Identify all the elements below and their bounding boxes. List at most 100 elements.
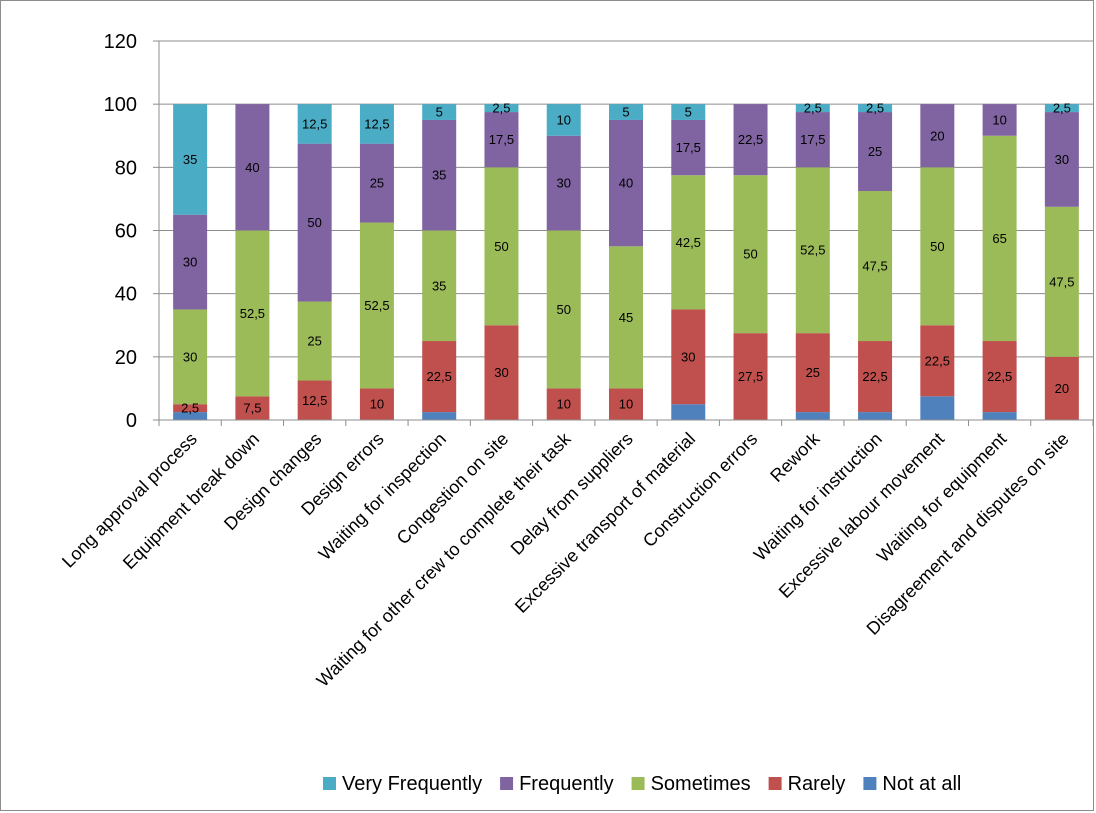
data-label: 45 bbox=[619, 310, 633, 325]
data-label: 30 bbox=[183, 349, 197, 364]
legend: Very Frequently Frequently Sometimes Rarely… bbox=[323, 773, 961, 795]
bar-segment-very-frequently bbox=[671, 104, 706, 120]
data-label: 17,5 bbox=[800, 132, 825, 147]
bar-segment-sometimes bbox=[609, 246, 643, 389]
data-label: 42,5 bbox=[676, 235, 701, 250]
data-label: 22,5 bbox=[925, 353, 950, 368]
bar-segment-not-at-all bbox=[982, 412, 1017, 420]
bar-segment-sometimes bbox=[546, 230, 581, 389]
bar-segment-frequently bbox=[422, 119, 457, 231]
x-tick-label: Rework bbox=[766, 428, 824, 486]
data-label: 2,5 bbox=[492, 101, 510, 116]
bar-segment-rarely bbox=[671, 309, 706, 405]
bar-segment-sometimes bbox=[795, 167, 830, 334]
bar-segment-rarely bbox=[235, 396, 270, 420]
bar-segment-frequently bbox=[484, 112, 519, 168]
bar-segment-rarely bbox=[297, 380, 332, 420]
data-label: 35 bbox=[183, 152, 197, 167]
bar-segment-frequently bbox=[297, 143, 332, 302]
bar-segment-rarely bbox=[795, 333, 830, 413]
x-tick-label: Congestion on site bbox=[393, 429, 513, 549]
bar-segment-rarely bbox=[484, 325, 519, 420]
bar-segment-frequently bbox=[795, 112, 830, 168]
bar-segment-very-frequently bbox=[795, 104, 830, 113]
bar-segment-frequently bbox=[359, 143, 394, 223]
bar-segment-rarely bbox=[858, 341, 893, 413]
data-label: 22,5 bbox=[738, 132, 763, 147]
bar-segment-rarely bbox=[609, 388, 643, 420]
y-tick-label: 100 bbox=[104, 94, 137, 116]
bar-segment-frequently bbox=[920, 104, 955, 168]
data-label: 65 bbox=[992, 231, 1006, 246]
data-label: 5 bbox=[436, 105, 443, 120]
y-tick-label: 0 bbox=[126, 410, 137, 432]
legend-entry: Sometimes bbox=[651, 773, 751, 795]
bar-segment-very-frequently bbox=[609, 104, 643, 120]
bar-segment-not-at-all bbox=[795, 412, 830, 420]
bar-segment-frequently bbox=[858, 112, 893, 192]
y-tick-label: 40 bbox=[115, 284, 137, 306]
data-label: 10 bbox=[556, 112, 570, 127]
legend-entry: Not at all bbox=[882, 773, 961, 795]
bar-segment-frequently bbox=[1044, 112, 1079, 207]
data-label: 50 bbox=[556, 302, 570, 317]
data-label: 40 bbox=[619, 176, 633, 191]
bar-segment-sometimes bbox=[484, 167, 519, 326]
data-label: 25 bbox=[370, 176, 384, 191]
bar-segment-not-at-all bbox=[920, 396, 955, 420]
data-labels: 2,53030357,552,54012,5255012,51052,52512… bbox=[181, 101, 1074, 416]
data-label: 52,5 bbox=[240, 306, 265, 321]
bar-segment-not-at-all bbox=[173, 412, 208, 420]
legend-entry: Rarely bbox=[788, 773, 846, 795]
data-label: 12,5 bbox=[364, 116, 389, 131]
data-label: 5 bbox=[685, 105, 692, 120]
x-tick-label: Construction errors bbox=[639, 429, 761, 551]
bar-segment-very-frequently bbox=[173, 104, 208, 215]
data-label: 22,5 bbox=[427, 369, 452, 384]
bar-segment-sometimes bbox=[422, 230, 457, 342]
legend-swatch bbox=[323, 777, 336, 790]
data-label: 30 bbox=[494, 365, 508, 380]
legend-swatch bbox=[768, 777, 782, 790]
y-tick-label: 20 bbox=[115, 347, 137, 369]
y-tick-label: 60 bbox=[115, 221, 137, 243]
data-label: 2,5 bbox=[804, 101, 822, 116]
bar-segment-very-frequently bbox=[359, 104, 394, 144]
legend-swatch bbox=[631, 777, 645, 790]
bar-segment-not-at-all bbox=[858, 412, 893, 420]
data-label: 10 bbox=[992, 112, 1006, 127]
data-label: 30 bbox=[681, 349, 695, 364]
y-tick-label: 120 bbox=[104, 31, 137, 53]
bar-segment-frequently bbox=[671, 119, 706, 176]
bar-segment-sometimes bbox=[920, 167, 955, 326]
data-label: 25 bbox=[307, 334, 321, 349]
bar-segment-sometimes bbox=[858, 191, 893, 342]
data-label: 10 bbox=[619, 397, 633, 412]
data-label: 22,5 bbox=[862, 369, 887, 384]
data-label: 30 bbox=[1055, 152, 1069, 167]
bar-segment-rarely bbox=[733, 333, 768, 420]
data-label: 47,5 bbox=[862, 259, 887, 274]
data-label: 10 bbox=[370, 397, 384, 412]
bar-segment-very-frequently bbox=[484, 104, 519, 113]
data-label: 25 bbox=[806, 365, 820, 380]
bar-segment-frequently bbox=[173, 214, 208, 310]
data-label: 52,5 bbox=[364, 298, 389, 313]
bar-segment-sometimes bbox=[733, 175, 768, 334]
bar-segment-sometimes bbox=[235, 230, 270, 397]
x-tick-label: Delay from suppliers bbox=[507, 429, 637, 559]
data-label: 35 bbox=[432, 278, 446, 293]
bar-segment-sometimes bbox=[1044, 206, 1079, 357]
bar-segment-very-frequently bbox=[297, 104, 332, 144]
bar-segment-very-frequently bbox=[422, 104, 457, 120]
bar-segment-sometimes bbox=[297, 301, 332, 381]
bar-segment-rarely bbox=[920, 325, 955, 397]
data-label: 27,5 bbox=[738, 369, 763, 384]
data-label: 17,5 bbox=[676, 140, 701, 155]
data-label: 50 bbox=[307, 215, 321, 230]
bar-segment-very-frequently bbox=[546, 104, 581, 136]
bar-segment-rarely bbox=[422, 341, 457, 413]
data-label: 50 bbox=[930, 239, 944, 254]
